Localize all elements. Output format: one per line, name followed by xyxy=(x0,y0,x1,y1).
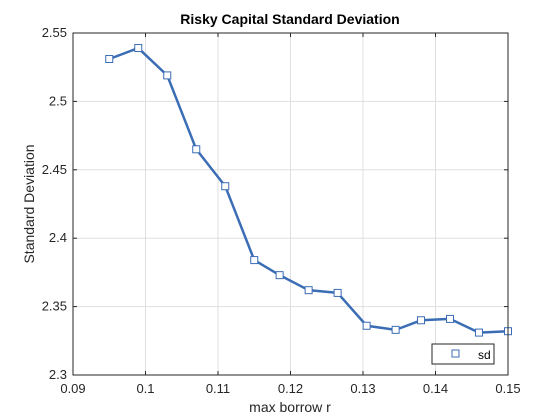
data-point-marker xyxy=(305,287,312,294)
y-tick-label: 2.45 xyxy=(42,162,67,177)
data-point-marker xyxy=(106,55,113,62)
y-tick-label: 2.5 xyxy=(49,93,67,108)
data-point-marker xyxy=(135,45,142,52)
x-tick-label: 0.13 xyxy=(350,381,375,396)
data-point-marker xyxy=(392,326,399,333)
chart-title: Risky Capital Standard Deviation xyxy=(180,11,399,27)
data-point-marker xyxy=(447,315,454,322)
data-point-marker xyxy=(222,183,229,190)
x-tick-label: 0.12 xyxy=(278,381,303,396)
plot-area xyxy=(73,33,512,375)
y-tick-label: 2.55 xyxy=(42,25,67,40)
x-tick-label: 0.14 xyxy=(423,381,448,396)
data-point-marker xyxy=(276,272,283,279)
data-point-marker xyxy=(418,317,425,324)
legend-entry-sd: sd xyxy=(478,348,491,362)
x-tick-label: 0.09 xyxy=(60,381,85,396)
y-tick-label: 2.3 xyxy=(49,367,67,382)
data-point-marker xyxy=(164,72,171,79)
x-tick-label: 0.15 xyxy=(495,381,520,396)
data-point-marker xyxy=(334,289,341,296)
y-tick-label: 2.4 xyxy=(49,230,67,245)
y-axis-label: Standard Deviation xyxy=(21,144,37,263)
x-axis-label: max borrow r xyxy=(249,399,331,415)
data-point-marker xyxy=(251,257,258,264)
data-point-marker xyxy=(363,322,370,329)
data-point-marker xyxy=(193,146,200,153)
y-tick-label: 2.35 xyxy=(42,299,67,314)
data-point-marker xyxy=(476,329,483,336)
legend: sd xyxy=(432,344,494,364)
x-tick-label: 0.11 xyxy=(206,381,230,396)
x-tick-label: 0.1 xyxy=(136,381,154,396)
